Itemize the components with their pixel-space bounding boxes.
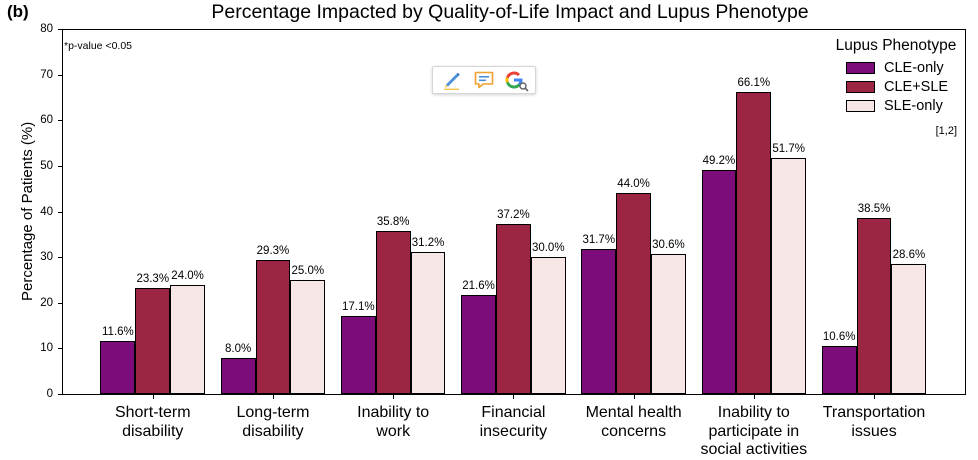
bar-sle-only xyxy=(170,284,206,394)
bar-cle-only xyxy=(581,249,617,394)
x-tick-label: Transportation issues xyxy=(822,404,926,440)
legend-swatch-cle-sle xyxy=(846,81,875,93)
legend-swatch-sle-only xyxy=(846,100,875,112)
bar-value-label: 66.1% xyxy=(737,77,771,90)
panel-label: (b) xyxy=(7,2,29,21)
x-tick-label: Long-term disability xyxy=(236,404,310,440)
y-tick-label: 60 xyxy=(40,113,53,126)
pencil-icon xyxy=(444,72,460,90)
bar-cle-sle xyxy=(856,218,892,394)
x-tick-mark xyxy=(273,395,274,399)
y-tick-label: 70 xyxy=(40,68,53,81)
comment-tool-button[interactable] xyxy=(470,68,498,92)
bar-value-label: 25.0% xyxy=(291,264,325,277)
pencil-tool-button[interactable] xyxy=(438,68,466,92)
y-tick-label: 0 xyxy=(46,387,53,400)
bar-value-label: 44.0% xyxy=(617,178,650,191)
y-tick-mark xyxy=(58,257,62,258)
y-tick-mark xyxy=(58,166,62,167)
p-value-note: *p-value <0.05 xyxy=(64,40,133,52)
bar-value-label: 28.6% xyxy=(892,248,926,261)
bar-cle-only xyxy=(340,315,376,394)
bar-value-label: 30.0% xyxy=(531,242,565,255)
legend-label-sle-only: SLE-only xyxy=(884,97,943,114)
bar-cle-only xyxy=(100,341,136,394)
legend-label-cle-sle: CLE+SLE xyxy=(884,78,949,95)
bar-value-label: 37.2% xyxy=(497,209,530,222)
bar-value-label: 31.2% xyxy=(411,236,445,249)
y-tick-label: 10 xyxy=(40,341,53,354)
x-tick-mark xyxy=(393,395,394,399)
bar-sle-only xyxy=(530,257,566,394)
bar-value-label: 51.7% xyxy=(772,143,805,156)
comment-icon xyxy=(474,71,494,89)
bar-cle-sle xyxy=(255,260,291,394)
y-tick-mark xyxy=(58,303,62,304)
bar-value-label: 10.6% xyxy=(822,330,856,343)
bar-sle-only xyxy=(290,279,326,394)
x-tick-mark xyxy=(754,395,755,399)
bar-cle-only xyxy=(220,357,256,394)
bar-cle-sle xyxy=(736,92,772,394)
legend-label-cle-only: CLE-only xyxy=(884,59,944,76)
bar-value-label: 31.7% xyxy=(582,234,616,247)
y-tick-label: 50 xyxy=(40,159,53,172)
bar-cle-only xyxy=(701,169,737,394)
bar-value-label: 8.0% xyxy=(225,342,252,355)
y-tick-label: 30 xyxy=(40,250,53,263)
google-lens-icon xyxy=(505,71,529,92)
extension-toolbar xyxy=(432,66,536,94)
plot-frame xyxy=(62,29,966,395)
x-tick-mark xyxy=(153,395,154,399)
legend-title: Lupus Phenotype xyxy=(835,37,957,54)
x-tick-label: Short-term disability xyxy=(114,404,191,440)
reference-note: [1,2] xyxy=(935,125,957,137)
x-tick-mark xyxy=(634,395,635,399)
y-tick-mark xyxy=(58,212,62,213)
legend-swatch-cle-only xyxy=(846,62,875,74)
bar-cle-only xyxy=(821,345,857,394)
bar-value-label: 11.6% xyxy=(102,326,134,339)
y-tick-mark xyxy=(58,29,62,30)
bar-value-label: 38.5% xyxy=(857,203,891,216)
y-tick-label: 80 xyxy=(40,22,53,35)
y-tick-mark xyxy=(58,120,62,121)
bar-value-label: 29.3% xyxy=(256,245,290,258)
bar-value-label: 49.2% xyxy=(702,154,736,167)
bar-cle-sle xyxy=(375,230,411,394)
bar-sle-only xyxy=(891,263,927,394)
bar-value-label: 17.1% xyxy=(342,300,375,313)
y-tick-mark xyxy=(58,394,62,395)
bar-sle-only xyxy=(410,251,446,394)
x-tick-label: Mental health concerns xyxy=(585,404,682,440)
bar-value-label: 35.8% xyxy=(376,215,410,228)
x-tick-label: Financial insecurity xyxy=(479,404,548,440)
x-tick-mark xyxy=(874,395,875,399)
bar-value-label: 23.3% xyxy=(136,272,170,285)
x-tick-label: Inability to participate in social activ… xyxy=(700,404,808,459)
bar-value-label: 24.0% xyxy=(171,269,204,282)
x-tick-label: Inability to work xyxy=(357,404,430,440)
bar-value-label: 21.6% xyxy=(462,280,495,293)
bar-sle-only xyxy=(771,158,807,394)
bar-cle-only xyxy=(461,295,496,394)
y-tick-mark xyxy=(58,75,62,76)
y-tick-mark xyxy=(58,348,62,349)
chart-title: Percentage Impacted by Quality-of-Life I… xyxy=(211,1,809,23)
x-tick-mark xyxy=(513,395,514,399)
google-search-button[interactable] xyxy=(502,68,530,92)
bar-cle-sle xyxy=(495,224,531,394)
y-tick-label: 40 xyxy=(40,205,53,218)
y-tick-label: 20 xyxy=(40,296,53,309)
bar-sle-only xyxy=(651,254,686,394)
bar-value-label: 30.6% xyxy=(652,239,685,252)
bar-cle-sle xyxy=(616,193,652,394)
bar-cle-sle xyxy=(135,287,171,394)
